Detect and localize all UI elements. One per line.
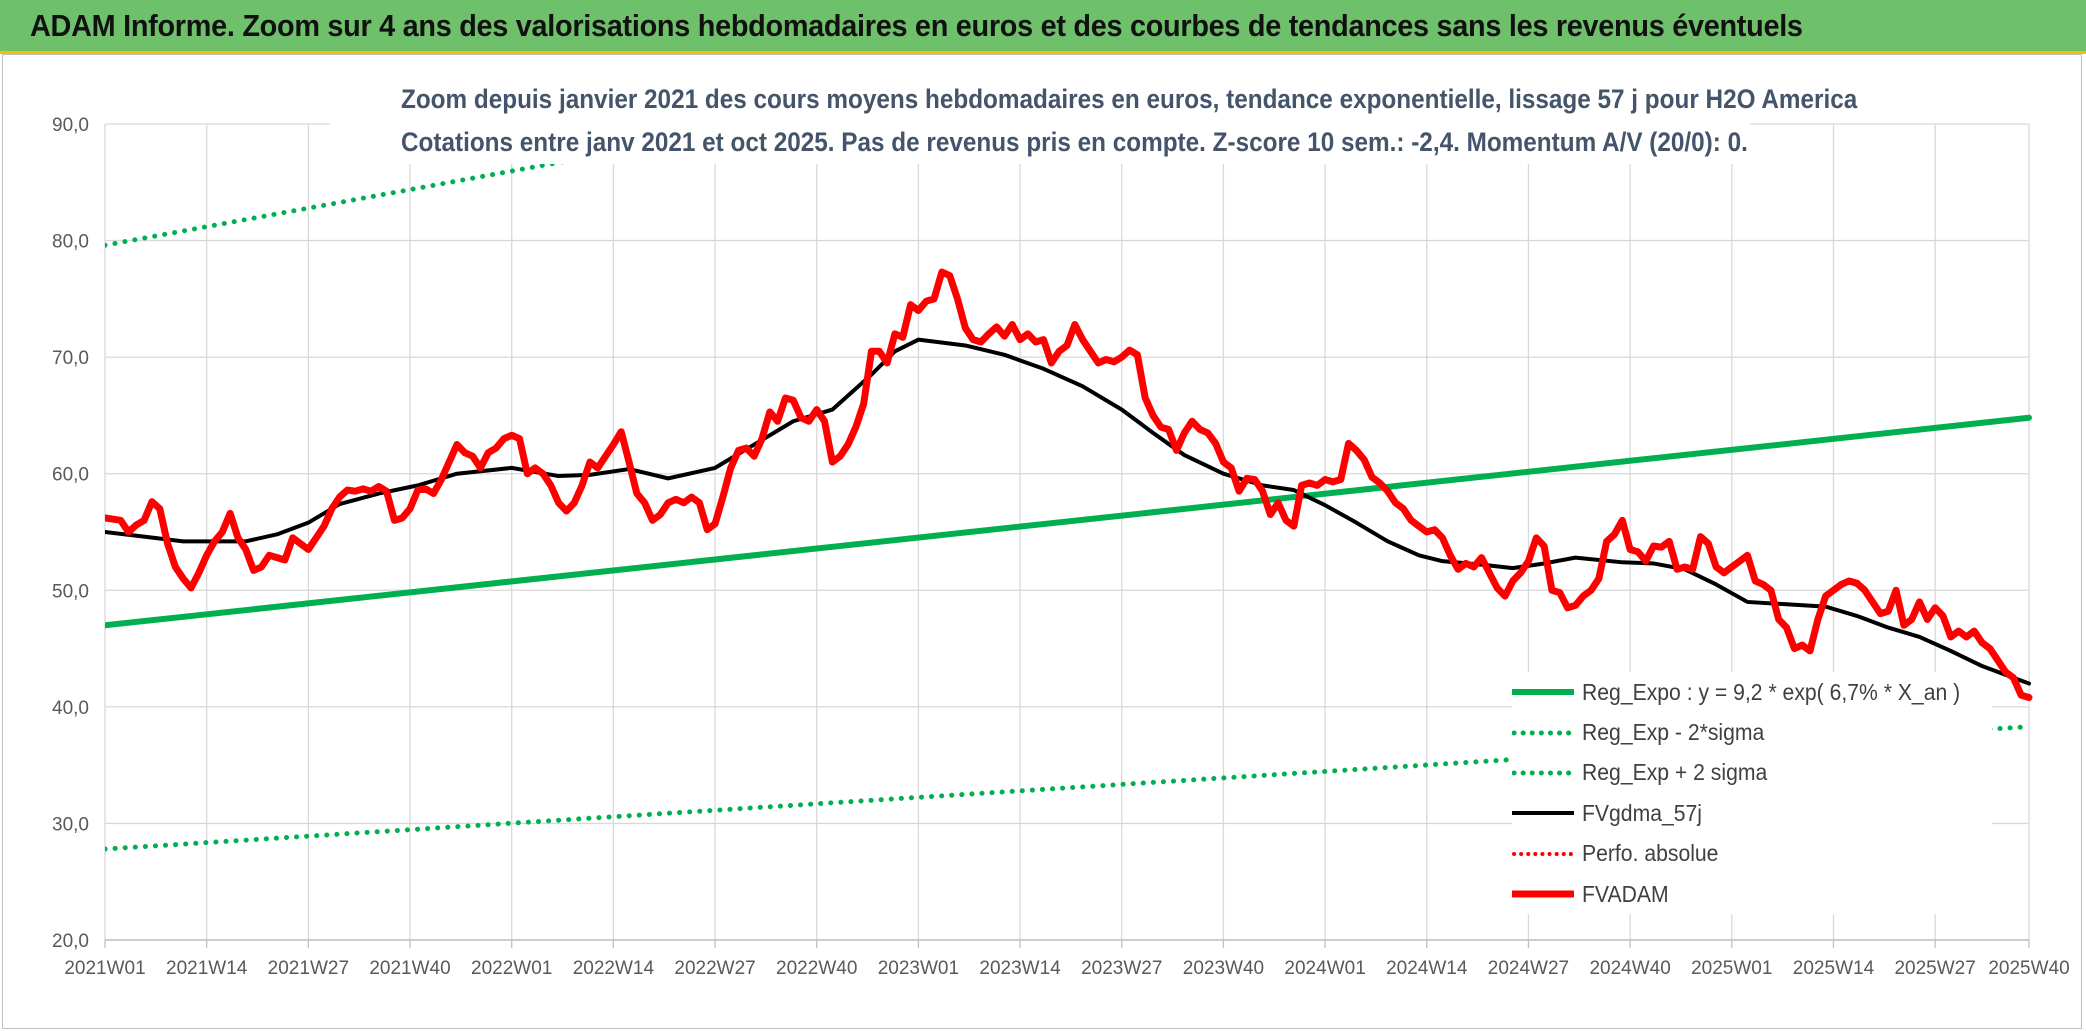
x-tick-label: 2021W40 — [369, 958, 450, 979]
legend-swatch-reg-exp-plus — [1512, 770, 1574, 776]
legend-swatch-reg-exp-minus — [1512, 730, 1574, 736]
x-tick-label: 2023W27 — [1081, 958, 1162, 979]
y-tick-label: 80,0 — [52, 232, 89, 253]
legend-label-reg-exp-minus: Reg_Exp - 2*sigma — [1582, 719, 1765, 746]
legend-label-perfo-absolue: Perfo. absolue — [1582, 840, 1719, 867]
legend-label-reg-expo: Reg_Expo : y = 9,2 * exp( 6,7% * X_an ) — [1582, 678, 1961, 705]
x-tick-label: 2022W14 — [573, 958, 655, 979]
x-tick-label: 2021W27 — [268, 958, 349, 979]
series-line-reg-expo — [105, 414, 2032, 629]
y-tick-label: 70,0 — [52, 348, 89, 369]
line-chart: 20,0 30,0 40,0 50,0 60,0 70,0 80,0 90,0 2021W01 2… — [52, 115, 2070, 979]
legend-label-reg-exp-plus: Reg_Exp + 2 sigma — [1582, 759, 1768, 786]
x-tick-label: 2023W01 — [878, 958, 959, 979]
legend-swatch-fvadam — [1512, 890, 1574, 898]
x-tick-label: 2021W01 — [64, 958, 145, 979]
x-tick-label: 2024W14 — [1386, 958, 1468, 979]
chart-legend: Reg_Expo : y = 9,2 * exp( 6,7% * X_an ) … — [1512, 672, 1992, 915]
y-tick-label: 30,0 — [52, 814, 89, 835]
x-tick-label: 2025W27 — [1894, 958, 1975, 979]
series-line-fvadam — [105, 268, 2033, 702]
x-tick-label: 2022W01 — [471, 958, 552, 979]
legend-item-fvgdma: FVgdma_57j — [1512, 793, 1992, 833]
x-tick-label: 2022W40 — [776, 958, 857, 979]
x-tick-label: 2024W01 — [1284, 958, 1365, 979]
chart-title-line-1: Zoom depuis janvier 2021 des cours moyen… — [401, 84, 1858, 114]
legend-item-reg-exp-minus: Reg_Exp - 2*sigma — [1512, 712, 1992, 752]
legend-swatch-fvgdma — [1512, 811, 1574, 816]
chart-title: Zoom depuis janvier 2021 des cours moyen… — [330, 78, 1858, 164]
x-tick-label: 2025W40 — [1988, 958, 2069, 979]
y-tick-label: 60,0 — [52, 465, 89, 486]
x-tick-label: 2025W14 — [1793, 958, 1875, 979]
header-bar: ADAM Informe. Zoom sur 4 ans des valoris… — [0, 0, 2086, 54]
legend-label-fvgdma: FVgdma_57j — [1582, 799, 1702, 826]
series-line-fvgdma-57j — [105, 337, 2031, 686]
x-tick-label: 2025W01 — [1691, 958, 1772, 979]
x-tick-label: 2024W27 — [1488, 958, 1569, 979]
chart-title-line-2: Cotations entre janv 2021 et oct 2025. P… — [401, 127, 1748, 157]
x-tick-label: 2024W40 — [1589, 958, 1670, 979]
legend-item-reg-expo: Reg_Expo : y = 9,2 * exp( 6,7% * X_an ) — [1512, 672, 1992, 712]
y-tick-label: 50,0 — [52, 581, 89, 602]
y-tick-label: 90,0 — [52, 115, 89, 136]
axes: 20,0 30,0 40,0 50,0 60,0 70,0 80,0 90,0 2021W01 2… — [52, 115, 2070, 979]
x-tick-label: 2023W40 — [1183, 958, 1264, 979]
legend-item-reg-exp-plus: Reg_Exp + 2 sigma — [1512, 753, 1992, 793]
chart-area: 20,0 30,0 40,0 50,0 60,0 70,0 80,0 90,0 2021W01 2… — [2, 54, 2082, 1029]
x-tick-label: 2023W14 — [979, 958, 1061, 979]
legend-item-fvadam: FVADAM — [1512, 874, 1992, 914]
legend-item-perfo-absolue: Perfo. absolue — [1512, 834, 1992, 874]
legend-swatch-reg-expo — [1512, 689, 1574, 696]
y-tick-label: 20,0 — [52, 931, 89, 952]
legend-swatch-perfo-absolue — [1512, 851, 1574, 856]
page-title: ADAM Informe. Zoom sur 4 ans des valoris… — [30, 8, 1803, 43]
legend-label-fvadam: FVADAM — [1582, 880, 1669, 907]
x-tick-label: 2022W27 — [674, 958, 755, 979]
y-tick-label: 40,0 — [52, 698, 89, 719]
x-tick-label: 2021W14 — [166, 958, 248, 979]
